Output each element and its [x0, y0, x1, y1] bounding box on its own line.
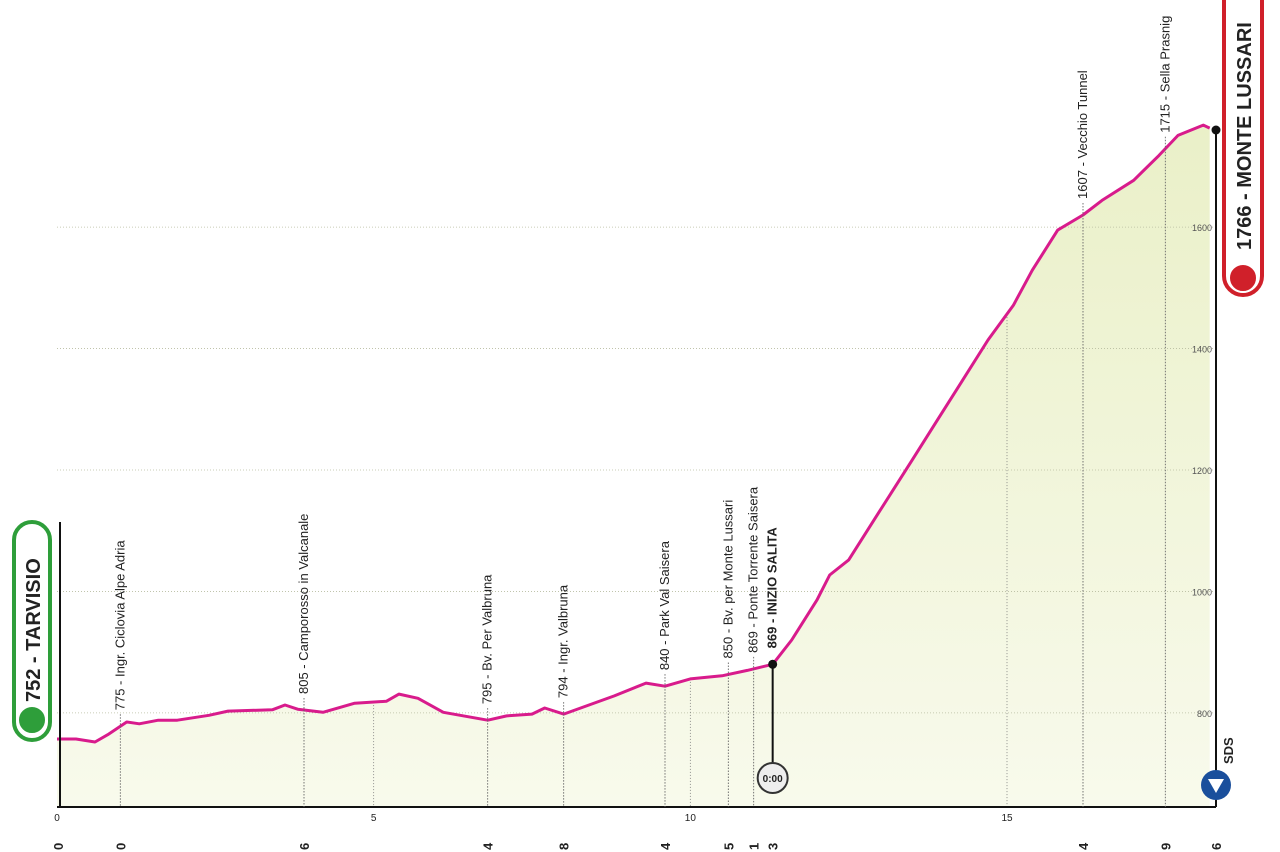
- finish-dot: [1211, 125, 1221, 135]
- profile-line: [57, 123, 1211, 744]
- waypoint-km: 1: [747, 843, 762, 850]
- x-tick-label: 10: [685, 813, 697, 824]
- waypoint-km: 4: [481, 842, 496, 850]
- waypoint-label: 1715 - Sella Prasnig: [1157, 16, 1172, 133]
- waypoint-km: 9: [1158, 843, 1173, 850]
- y-tick-label: 1000: [1192, 587, 1212, 597]
- y-tick-label: 800: [1197, 709, 1212, 719]
- start-icon: [17, 705, 47, 735]
- x-tick-label: 15: [1001, 813, 1013, 824]
- waypoint-km: 4: [1076, 842, 1091, 850]
- y-tick-label: 1400: [1192, 345, 1212, 355]
- timer-label: 0:00: [763, 774, 783, 785]
- waypoint-label: 805 - Camporosso in Valcanale: [296, 514, 311, 694]
- finish-box: [1222, 0, 1264, 297]
- waypoint-label: 850 - Bv. per Monte Lussari: [720, 500, 735, 659]
- waypoint-km: 3: [766, 843, 781, 850]
- waypoint-label: 869 - Ponte Torrente Saisera: [746, 486, 761, 653]
- y-tick-label: 1600: [1192, 223, 1212, 233]
- waypoint-label: 795 - Bv. Per Valbruna: [480, 574, 495, 704]
- sponsor-label: SDS: [1221, 737, 1236, 764]
- finish-label: 1766 - MONTE LUSSARI: [1234, 22, 1256, 250]
- waypoint-label: 1607 - Vecchio Tunnel: [1075, 70, 1090, 199]
- finish-icon: [1228, 263, 1258, 293]
- waypoint-label: 775 - Ingr. Ciclovia Alpe Adria: [112, 540, 127, 711]
- profile-area: [57, 125, 1210, 808]
- timer-icon: [756, 762, 789, 794]
- x-tick-label: 0: [54, 813, 60, 824]
- waypoint-label: 794 - Ingr. Valbruna: [556, 584, 571, 698]
- waypoint-km: 8: [557, 843, 572, 850]
- start-km: 0: [51, 843, 66, 850]
- start-box: [12, 520, 52, 742]
- finish-km: 6: [1209, 843, 1224, 850]
- waypoint-label: 840 - Park Val Saisera: [657, 540, 672, 670]
- waypoint-km: 5: [721, 843, 736, 850]
- start-label: 752 - TARVISIO: [23, 558, 45, 702]
- waypoint-km: 4: [658, 842, 673, 850]
- x-tick-label: 5: [371, 813, 377, 824]
- climb-dot: [768, 659, 778, 669]
- waypoint-km: 0: [113, 843, 128, 850]
- waypoint-km: 6: [297, 843, 312, 850]
- y-tick-label: 1200: [1192, 466, 1212, 476]
- waypoint-label: 869 - INIZIO SALITA: [765, 527, 780, 649]
- sponsor-mark: [1208, 779, 1224, 793]
